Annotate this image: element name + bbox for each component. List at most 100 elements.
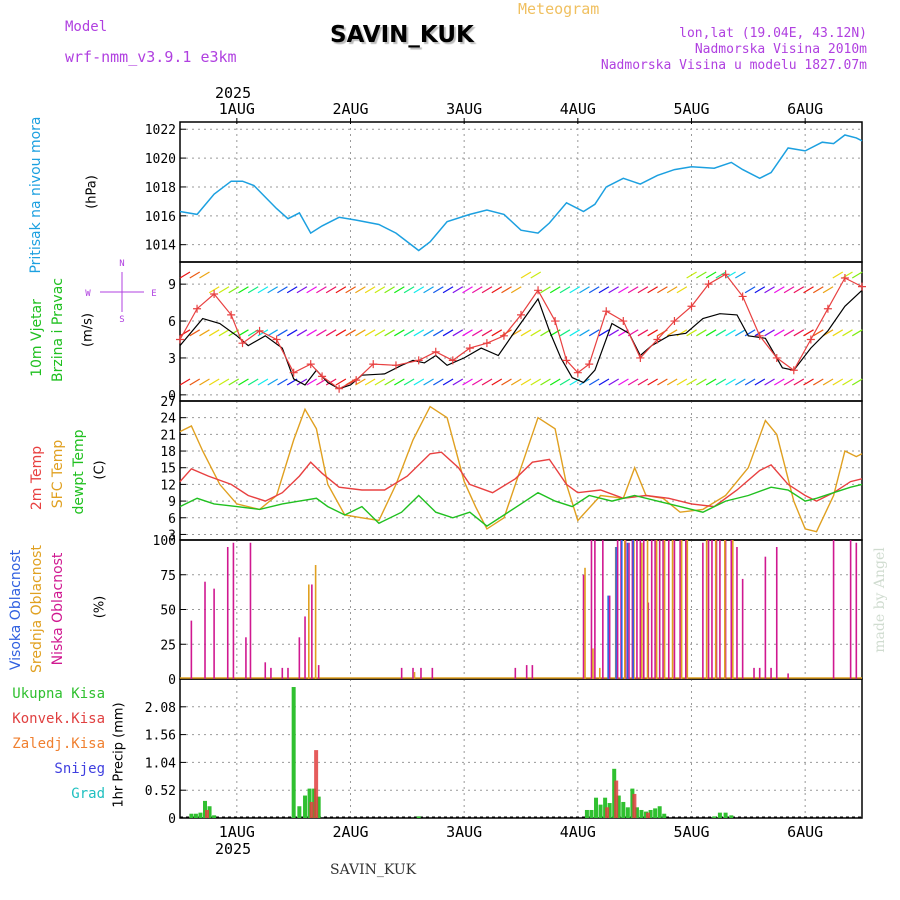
y-tick-label: 18 bbox=[160, 445, 176, 460]
wind-barb bbox=[774, 286, 785, 294]
altitude-info: Nadmorska Visina 2010m bbox=[694, 42, 867, 57]
wind-barb bbox=[179, 329, 191, 337]
y-tick-label: 75 bbox=[160, 569, 176, 584]
wind-barb bbox=[433, 329, 444, 337]
station-title: SAVIN_KUK bbox=[330, 22, 474, 48]
gust-marker bbox=[414, 356, 423, 365]
y-tick-label: 6 bbox=[168, 315, 176, 330]
total-rain-bar bbox=[657, 806, 662, 818]
wind-barb bbox=[647, 286, 658, 294]
gust-marker bbox=[772, 353, 781, 362]
wind-barb bbox=[657, 378, 668, 386]
gust-marker bbox=[482, 339, 491, 348]
wind-barb bbox=[715, 271, 727, 279]
wind-barb bbox=[189, 271, 201, 279]
wind-barb bbox=[803, 329, 814, 337]
wind-barb bbox=[501, 286, 512, 294]
total-rain-bar bbox=[662, 813, 667, 818]
wind-barb bbox=[355, 378, 366, 386]
total-rain-bar bbox=[607, 803, 612, 818]
conv-rain-bar bbox=[314, 750, 319, 818]
wind-barb bbox=[345, 286, 356, 294]
wind-barb bbox=[452, 286, 464, 294]
wind-barb bbox=[208, 286, 220, 294]
wind-barb bbox=[705, 271, 717, 279]
wind-barb bbox=[247, 286, 259, 294]
wind-barb bbox=[744, 378, 756, 386]
gust-marker bbox=[210, 289, 219, 298]
y-tick-label: 1014 bbox=[145, 239, 176, 254]
wind-barb bbox=[286, 329, 298, 337]
wind-barb bbox=[735, 378, 746, 386]
gust-marker bbox=[573, 368, 582, 377]
wind-barb bbox=[608, 329, 619, 337]
product-title: Meteogram bbox=[518, 0, 600, 18]
wind-barb bbox=[822, 286, 834, 294]
gust-marker bbox=[176, 335, 184, 344]
gust-marker bbox=[318, 372, 327, 381]
wind-barb bbox=[793, 329, 805, 337]
legend-conv-rain: Konvek.Kisa bbox=[12, 711, 105, 727]
pressure-panel-frame bbox=[179, 121, 863, 263]
total-rain-bar bbox=[584, 809, 589, 818]
wind-barb bbox=[325, 286, 337, 294]
total-rain-bar bbox=[634, 807, 639, 818]
wind-barb bbox=[189, 378, 201, 386]
gust-marker bbox=[670, 317, 679, 326]
wind-barb bbox=[627, 378, 639, 386]
wind-barb bbox=[462, 286, 473, 294]
wind-barb bbox=[510, 286, 522, 294]
wind-barb bbox=[588, 329, 600, 337]
wind-barb bbox=[657, 286, 668, 294]
wind-barb bbox=[559, 329, 571, 337]
wind-barb bbox=[774, 378, 785, 386]
wind-barb bbox=[364, 286, 376, 294]
conv-rain-bar bbox=[614, 780, 619, 818]
total-rain-bar bbox=[653, 808, 658, 818]
wind-barb bbox=[257, 378, 269, 386]
total-rain-bar bbox=[717, 812, 722, 818]
gust-marker bbox=[369, 360, 378, 369]
year-top: 2025 bbox=[215, 84, 252, 102]
wind-barb bbox=[238, 286, 249, 294]
pressure-line bbox=[179, 134, 863, 252]
y-tick-label: 50 bbox=[160, 604, 176, 619]
y-tick-label: 1022 bbox=[145, 123, 176, 138]
y-tick-label: 24 bbox=[160, 412, 176, 427]
wind-barb bbox=[803, 286, 814, 294]
wind-barb bbox=[355, 286, 366, 294]
wind-barb bbox=[812, 378, 824, 386]
wind-barb bbox=[364, 329, 376, 337]
day-label-bottom: 2AUG bbox=[332, 823, 368, 841]
wind-barb bbox=[189, 329, 201, 337]
total-rain-bar bbox=[297, 806, 302, 818]
model-altitude-info: Nadmorska Visina u modelu 1827.07m bbox=[600, 58, 867, 73]
wind-barb bbox=[471, 378, 483, 386]
gust-marker bbox=[636, 353, 645, 362]
gust-marker bbox=[272, 335, 281, 344]
gust-marker bbox=[306, 360, 315, 369]
total-rain-bar bbox=[594, 797, 599, 818]
wind-barb bbox=[842, 271, 853, 279]
y-tick-label: 15 bbox=[160, 462, 176, 477]
y-tick-label: 9 bbox=[168, 278, 176, 293]
wind-barb bbox=[637, 329, 649, 337]
legend-total-rain: Ukupna Kisa bbox=[12, 686, 105, 702]
wind-barb bbox=[423, 329, 434, 337]
wind-barb bbox=[588, 378, 600, 386]
wind-barb bbox=[725, 329, 736, 337]
wind-barb bbox=[754, 286, 766, 294]
y-tick-label: 27 bbox=[160, 395, 176, 410]
y-tick-label: 2.08 bbox=[145, 701, 176, 716]
wind-barb bbox=[442, 378, 454, 386]
model-label: Model bbox=[65, 19, 108, 35]
wind-barb bbox=[559, 378, 571, 386]
footer-station: SAVIN_KUK bbox=[330, 862, 417, 878]
y-tick-label: 1016 bbox=[145, 210, 176, 225]
wind-barb bbox=[199, 378, 210, 386]
wind-barb bbox=[647, 329, 658, 337]
wind-barb bbox=[627, 286, 639, 294]
gust-marker bbox=[193, 304, 202, 313]
gust-marker bbox=[562, 356, 571, 365]
wind-barb bbox=[686, 378, 697, 386]
